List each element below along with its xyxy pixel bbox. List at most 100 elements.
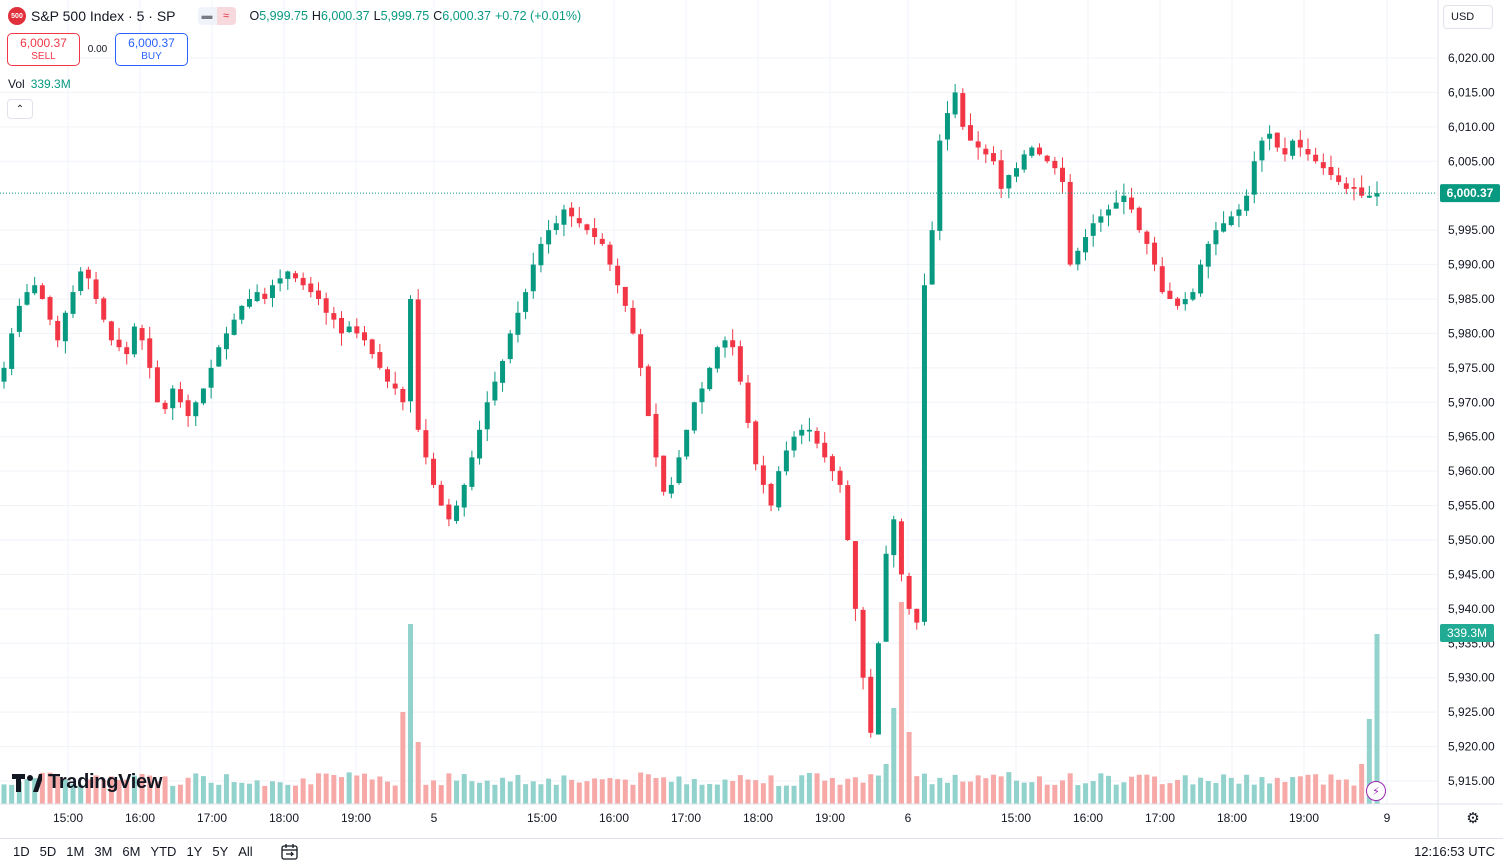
volume-bar bbox=[944, 782, 950, 804]
volume-bar bbox=[1067, 773, 1073, 804]
candle-body bbox=[929, 230, 935, 285]
approx-icon[interactable]: ≈ bbox=[216, 7, 236, 25]
candle-body bbox=[676, 457, 682, 484]
volume-bar bbox=[223, 774, 229, 804]
range-button-3m[interactable]: 3M bbox=[94, 844, 113, 859]
price-tick-label: 5,985.00 bbox=[1448, 292, 1495, 306]
volume-bar bbox=[668, 781, 674, 804]
volume-bar bbox=[921, 773, 927, 804]
candle-body bbox=[101, 298, 107, 320]
utc-clock[interactable]: 12:16:53 UTC bbox=[1414, 844, 1495, 859]
time-tick-label: 19:00 bbox=[1289, 811, 1319, 825]
volume-bar bbox=[239, 782, 245, 804]
volume-bar bbox=[1167, 783, 1173, 804]
candle-body bbox=[952, 92, 958, 115]
candle-body bbox=[906, 576, 912, 609]
candle-body bbox=[170, 388, 176, 409]
range-button-1d[interactable]: 1D bbox=[13, 844, 30, 859]
range-button-1y[interactable]: 1Y bbox=[186, 844, 203, 859]
gear-icon[interactable]: ⚙ bbox=[1466, 810, 1480, 827]
volume-bar bbox=[16, 782, 22, 804]
volume-bar bbox=[116, 779, 122, 804]
price-tick-label: 6,020.00 bbox=[1448, 51, 1495, 65]
range-button-1m[interactable]: 1M bbox=[66, 844, 85, 859]
sp500-logo-icon: 500 bbox=[8, 7, 26, 25]
volume-bar bbox=[507, 781, 513, 804]
volume-bar bbox=[630, 784, 636, 804]
candle-body bbox=[292, 273, 298, 279]
volume-bar bbox=[1236, 783, 1242, 804]
candle-body bbox=[1013, 168, 1019, 177]
volume-bar bbox=[39, 772, 45, 804]
volume-bar bbox=[676, 776, 682, 804]
candle-body bbox=[730, 340, 736, 348]
candle-body bbox=[308, 283, 314, 293]
time-tick-label: 17:00 bbox=[1145, 811, 1175, 825]
buy-button[interactable]: 6,000.37 BUY bbox=[115, 33, 188, 66]
candle-body bbox=[131, 326, 137, 355]
volume-bar bbox=[1198, 777, 1204, 804]
candle-body bbox=[1290, 140, 1296, 156]
tradingview-logo[interactable]: TradingView bbox=[12, 771, 162, 794]
date-range-icon[interactable] bbox=[280, 843, 300, 861]
candle-body bbox=[584, 224, 590, 231]
legend-pills: ▬ ≈ bbox=[197, 7, 236, 25]
volume-bar bbox=[530, 781, 536, 804]
candle-body bbox=[806, 429, 812, 432]
price-tick-label: 5,995.00 bbox=[1448, 223, 1495, 237]
candle-body bbox=[177, 389, 183, 403]
candle-body bbox=[1044, 155, 1050, 162]
ohlc-values: O5,999.75 H6,000.37 L5,999.75 C6,000.37 … bbox=[249, 9, 582, 23]
volume-bar bbox=[1359, 764, 1365, 804]
volume-bar bbox=[200, 776, 206, 804]
candle-body bbox=[653, 414, 659, 458]
candle-body bbox=[277, 278, 283, 284]
candle-body bbox=[55, 320, 61, 341]
volume-bar bbox=[315, 773, 321, 804]
candle-body bbox=[599, 238, 605, 244]
price-tick-label: 5,970.00 bbox=[1448, 395, 1495, 409]
range-button-5d[interactable]: 5D bbox=[39, 844, 57, 859]
candle-body bbox=[24, 292, 30, 305]
candle-body bbox=[300, 277, 306, 286]
volume-bar bbox=[622, 779, 628, 804]
volume-bar bbox=[730, 780, 736, 804]
sell-button[interactable]: 6,000.37 SELL bbox=[7, 33, 80, 66]
volume-bar bbox=[1320, 784, 1326, 804]
range-button-all[interactable]: All bbox=[238, 844, 253, 859]
candle-body bbox=[822, 442, 828, 458]
time-axis: 15:00 16:00 17:00 18:00 19:00 5 15:00 16:00 17:0… bbox=[0, 803, 1503, 825]
candle-body bbox=[845, 485, 851, 540]
candle-body bbox=[185, 400, 191, 417]
volume-bar bbox=[546, 778, 552, 804]
lightning-icon[interactable]: ⚡ bbox=[1366, 781, 1386, 801]
chevron-up-icon[interactable]: ⌃ bbox=[7, 99, 33, 119]
price-tick-label: 5,955.00 bbox=[1448, 499, 1495, 513]
candle-body bbox=[1167, 290, 1173, 299]
currency-selector[interactable]: USD bbox=[1443, 5, 1493, 29]
volume-bar bbox=[699, 784, 705, 804]
price-chart[interactable]: 6,020.00 6,015.00 6,010.00 6,005.00 5,995.00… bbox=[0, 0, 1503, 838]
symbol-title[interactable]: S&P 500 Index · 5 · SP bbox=[31, 8, 176, 24]
price-tick-label: 6,015.00 bbox=[1448, 85, 1495, 99]
volume-bar bbox=[538, 784, 544, 804]
candle-body bbox=[78, 271, 84, 291]
volume-bar bbox=[684, 784, 690, 804]
candle-body bbox=[983, 148, 989, 155]
candle-body bbox=[70, 292, 76, 314]
volume-bar bbox=[860, 782, 866, 804]
time-tick-label: 15:00 bbox=[1001, 811, 1031, 825]
range-button-ytd[interactable]: YTD bbox=[150, 844, 177, 859]
range-button-6m[interactable]: 6M bbox=[122, 844, 141, 859]
candle-body bbox=[1152, 242, 1158, 265]
volume-bar bbox=[377, 776, 383, 804]
minus-icon[interactable]: ▬ bbox=[197, 7, 217, 25]
volume-bar bbox=[101, 779, 107, 804]
range-button-5y[interactable]: 5Y bbox=[212, 844, 229, 859]
candle-body bbox=[553, 223, 559, 231]
candle-body bbox=[461, 484, 467, 508]
candle-body bbox=[154, 367, 160, 403]
price-tick-label: 5,965.00 bbox=[1448, 430, 1495, 444]
candle-body bbox=[814, 430, 820, 444]
volume-bar bbox=[1190, 784, 1196, 804]
